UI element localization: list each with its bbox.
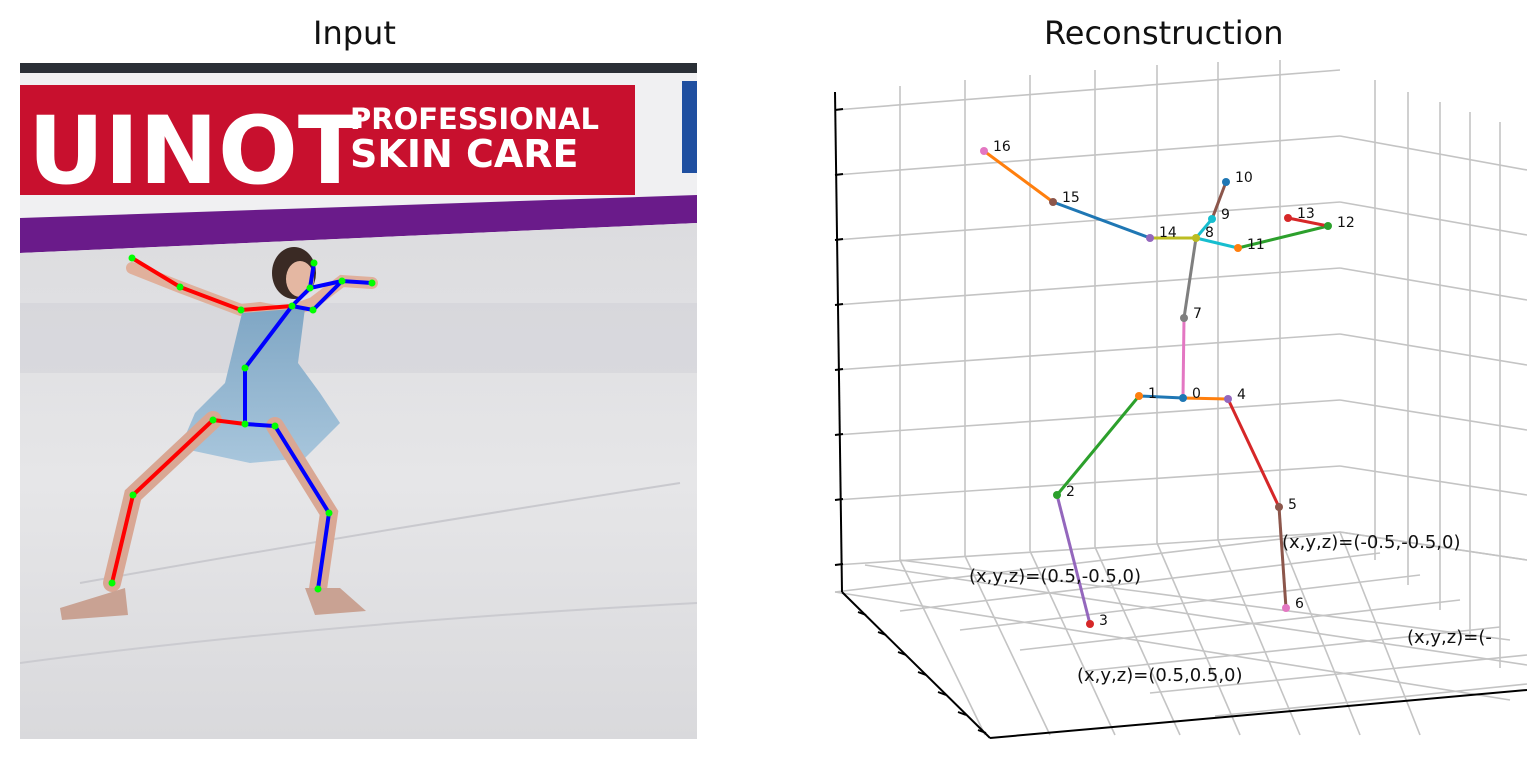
- left-limbs: [243, 261, 374, 591]
- joint-label-10: 10: [1235, 170, 1253, 186]
- joint-label-13: 13: [1297, 206, 1315, 222]
- joint-label-0: 0: [1192, 386, 1201, 402]
- joints-3d: [980, 147, 1332, 628]
- joint-label-11: 11: [1247, 237, 1265, 253]
- joint-label-5: 5: [1288, 497, 1297, 513]
- reconstruction-plot: 0 1 2 3 4 5 6 7 8 9 10 11 12 13 14 15 16…: [800, 55, 1527, 759]
- corner-label-c4: (x,y,z)=(-: [1407, 627, 1492, 648]
- joint-12: [1324, 222, 1332, 230]
- joint-label-1: 1: [1148, 386, 1157, 402]
- joint-2: [1053, 491, 1061, 499]
- axes: [834, 91, 1527, 739]
- joint-0: [1179, 394, 1187, 402]
- joint-15: [1049, 198, 1057, 206]
- banner-line2: SKIN CARE: [350, 132, 579, 176]
- keypoints: [108, 254, 376, 593]
- joint-label-14: 14: [1159, 225, 1177, 241]
- corner-label-c1: (x,y,z)=(0.5,-0.5,0): [969, 566, 1141, 587]
- joint-label-3: 3: [1099, 613, 1108, 629]
- joint-14: [1146, 234, 1154, 242]
- grid: [834, 60, 1527, 736]
- input-image: UINOT PROFESSIONAL SKIN CARE: [20, 63, 697, 739]
- banner-line1: PROFESSIONAL: [350, 102, 599, 136]
- joint-3: [1086, 620, 1094, 628]
- banner-main-text: UINOT: [28, 97, 362, 206]
- reconstruction-title: Reconstruction: [1044, 14, 1284, 52]
- joint-label-16: 16: [993, 139, 1011, 155]
- joint-8: [1192, 234, 1200, 242]
- banner: [20, 85, 635, 195]
- corner-labels: (x,y,z)=(0.5,-0.5,0) (x,y,z)=(-0.5,-0.5,…: [969, 532, 1492, 686]
- reconstruction-svg: 0 1 2 3 4 5 6 7 8 9 10 11 12 13 14 15 16…: [834, 60, 1527, 739]
- skeleton-3d: [983, 149, 1329, 625]
- joint-1: [1135, 392, 1143, 400]
- corner-label-c2: (x,y,z)=(-0.5,-0.5,0): [1282, 532, 1461, 553]
- joint-label-15: 15: [1062, 190, 1080, 206]
- joint-11: [1234, 244, 1242, 252]
- right-limbs: [110, 256, 294, 585]
- input-title: Input: [313, 14, 396, 52]
- joint-7: [1180, 314, 1188, 322]
- joint-label-9: 9: [1221, 207, 1230, 223]
- joint-label-2: 2: [1066, 484, 1075, 500]
- joint-5: [1275, 503, 1283, 511]
- joint-label-7: 7: [1193, 306, 1202, 322]
- joint-label-4: 4: [1237, 387, 1246, 403]
- input-photo-illustration: UINOT PROFESSIONAL SKIN CARE: [20, 63, 697, 739]
- joint-16: [980, 147, 988, 155]
- joint-label-8: 8: [1205, 225, 1214, 241]
- joint-10: [1222, 178, 1230, 186]
- joint-label-6: 6: [1295, 596, 1304, 612]
- corner-label-c3: (x,y,z)=(0.5,0.5,0): [1077, 665, 1243, 686]
- joint-9: [1208, 215, 1216, 223]
- joint-label-12: 12: [1337, 215, 1355, 231]
- joint-13: [1284, 214, 1292, 222]
- joint-6: [1282, 604, 1290, 612]
- joint-labels: 0 1 2 3 4 5 6 7 8 9 10 11 12 13 14 15 16: [993, 139, 1355, 629]
- joint-4: [1224, 395, 1232, 403]
